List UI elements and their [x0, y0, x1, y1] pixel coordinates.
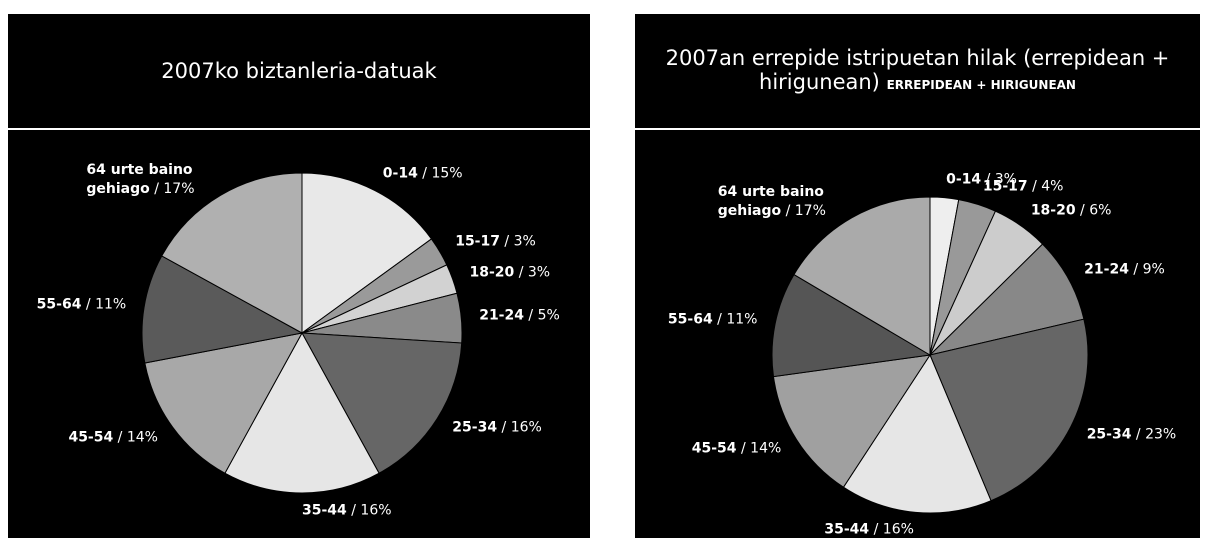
label-separator: / — [417, 165, 432, 182]
slice-value: 11% — [726, 311, 758, 328]
slice-category: 45-54 — [691, 440, 737, 457]
slice-value: 14% — [126, 429, 158, 446]
label-separator: / — [514, 264, 528, 281]
label-separator: / — [346, 502, 361, 519]
pie-slice — [842, 353, 992, 514]
slice-value: 16% — [882, 521, 914, 538]
slice-label: 15-17 / 3% — [455, 233, 536, 252]
pie-slice — [144, 332, 303, 474]
slice-value: 9% — [1142, 261, 1165, 278]
slice-label: 0-14 / 15% — [383, 165, 463, 184]
slice-label: 15-17 / 4% — [983, 178, 1064, 197]
label-separator: / — [736, 440, 751, 457]
chart-panel: 2007ko biztanleria-datuak 0-14 / 15% 15-1… — [8, 14, 590, 538]
label-separator: / — [869, 521, 883, 538]
slice-label: 64 urte baino gehiago / 17% — [718, 183, 843, 221]
pie-slice — [224, 331, 380, 494]
chart-title: 2007ko biztanleria-datuak — [161, 59, 437, 83]
slice-label: 45-54 / 14% — [692, 440, 782, 459]
slice-value: 11% — [95, 296, 127, 313]
slice-category: 64 urte baino gehiago — [86, 161, 193, 197]
label-separator: / — [499, 233, 514, 250]
slice-label: 35-44 / 16% — [302, 502, 392, 521]
pie-slice — [301, 332, 463, 474]
slice-value: 17% — [794, 203, 826, 220]
slice-value: 3% — [994, 171, 1017, 188]
label-separator: / — [712, 311, 727, 328]
label-separator: / — [981, 171, 995, 188]
label-separator: / — [1075, 202, 1090, 219]
slice-category: 21-24 — [479, 307, 524, 324]
slice-category: 21-24 — [1084, 261, 1129, 278]
slice-label: 64 urte baino gehiago / 17% — [86, 161, 211, 199]
pie-slice — [141, 255, 304, 364]
slice-label: 55-64 / 11% — [668, 311, 758, 330]
label-separator: / — [1027, 178, 1042, 195]
pie-slice — [928, 243, 1085, 356]
label-separator: / — [149, 180, 164, 197]
chart-panel: 2007an errepide istripuetan hilak (errep… — [635, 14, 1200, 538]
pie-slice — [793, 196, 931, 356]
slice-category: 45-54 — [68, 429, 114, 446]
slice-value: 14% — [750, 440, 782, 457]
pie-slice — [929, 318, 1089, 502]
slice-category: 15-17 — [982, 178, 1028, 195]
slice-value: 16% — [510, 419, 542, 436]
slice-category: 18-20 — [1030, 202, 1076, 219]
slice-category: 25-34 — [452, 419, 498, 436]
label-separator: / — [113, 429, 127, 446]
slice-label: 18-20 / 6% — [1031, 201, 1112, 220]
slice-label: 55-64 / 11% — [37, 296, 127, 315]
slice-label: 21-24 / 9% — [1084, 261, 1165, 280]
chart-title: 2007an errepide istripuetan hilak (errep… — [665, 45, 1170, 94]
slice-value: 23% — [1145, 426, 1177, 443]
slice-category: 64 urte baino gehiago — [717, 184, 824, 220]
pie-slice — [301, 172, 433, 334]
slice-value: 3% — [527, 264, 551, 281]
slice-label: 25-34 / 16% — [452, 419, 542, 438]
label-separator: / — [1131, 426, 1146, 443]
slice-value: 6% — [1089, 202, 1112, 219]
slice-value: 5% — [537, 307, 560, 324]
slice-category: 35-44 — [302, 502, 347, 519]
label-separator: / — [781, 203, 795, 220]
slice-category: 55-64 — [36, 296, 82, 313]
slice-label: 0-14 / 3% — [946, 170, 1017, 189]
pie-area — [771, 196, 1089, 514]
slice-value: 4% — [1041, 178, 1064, 195]
slice-category: 0-14 — [382, 165, 418, 182]
label-separator: / — [523, 307, 538, 324]
label-separator: / — [81, 296, 96, 313]
header: 2007ko biztanleria-datuak — [8, 14, 590, 130]
slice-label: 35-44 / 16% — [824, 521, 914, 540]
slice-value: 3% — [513, 233, 536, 250]
chart-subtitle: ERREPIDEAN + HIRIGUNEAN — [886, 77, 1076, 92]
label-separator: / — [1128, 261, 1143, 278]
slice-label: 25-34 / 23% — [1087, 426, 1177, 445]
slice-label: 45-54 / 14% — [68, 428, 158, 447]
label-separator: / — [497, 419, 511, 436]
header: 2007an errepide istripuetan hilak (errep… — [635, 14, 1200, 130]
slice-category: 55-64 — [667, 311, 713, 328]
pie-slice — [772, 354, 932, 488]
slice-value: 15% — [431, 165, 463, 182]
slice-category: 25-34 — [1086, 426, 1132, 443]
slice-category: 35-44 — [824, 521, 870, 538]
pie-slice — [161, 172, 303, 334]
slice-value: 16% — [360, 502, 392, 519]
slice-label: 18-20 / 3% — [469, 263, 550, 282]
slice-category: 0-14 — [946, 171, 982, 188]
pie-slice — [771, 273, 932, 378]
slice-category: 15-17 — [455, 233, 500, 250]
slice-value: 17% — [163, 180, 195, 197]
pie-area — [141, 172, 463, 494]
slice-category: 18-20 — [469, 264, 515, 281]
slice-label: 21-24 / 5% — [479, 307, 560, 326]
